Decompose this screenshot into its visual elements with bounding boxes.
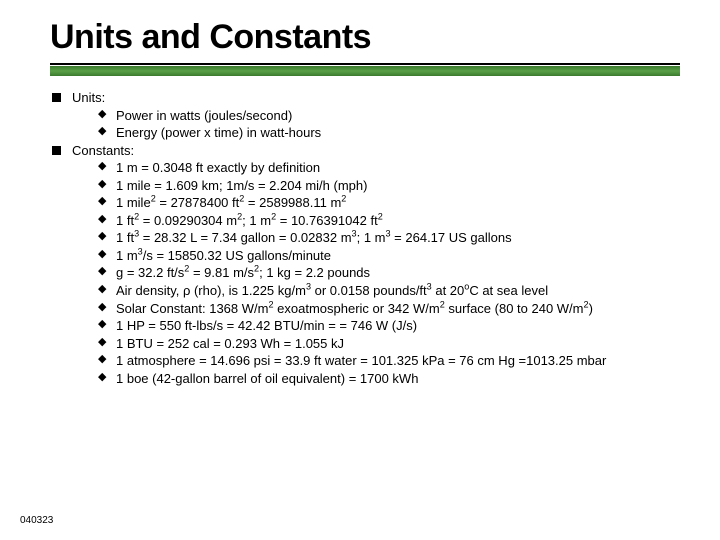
section-constants: Constants: 1 m = 0.3048 ft exactly by de…: [50, 142, 680, 388]
section-units-label: Units:: [72, 90, 105, 105]
constants-list: 1 m = 0.3048 ft exactly by definition 1 …: [72, 159, 680, 387]
list-item: g = 32.2 ft/s2 = 9.81 m/s2; 1 kg = 2.2 p…: [98, 264, 680, 282]
list-item: Solar Constant: 1368 W/m2 exoatmospheric…: [98, 300, 680, 318]
list-item: Energy (power x time) in watt-hours: [98, 124, 680, 142]
list-item: 1 HP = 550 ft-lbs/s = 42.42 BTU/min = = …: [98, 317, 680, 335]
slide-footer: 040323: [20, 515, 53, 526]
list-item: 1 m = 0.3048 ft exactly by definition: [98, 159, 680, 177]
list-item: 1 mile = 1.609 km; 1m/s = 2.204 mi/h (mp…: [98, 177, 680, 195]
list-item: 1 ft2 = 0.09290304 m2; 1 m2 = 10.7639104…: [98, 212, 680, 230]
slide-title: Units and Constants: [50, 18, 680, 57]
list-item: 1 BTU = 252 cal = 0.293 Wh = 1.055 kJ: [98, 335, 680, 353]
list-item: 1 ft3 = 28.32 L = 7.34 gallon = 0.02832 …: [98, 229, 680, 247]
section-units: Units: Power in watts (joules/second) En…: [50, 89, 680, 142]
list-item: 1 m3/s = 15850.32 US gallons/minute: [98, 247, 680, 265]
list-item: Air density, ρ (rho), is 1.225 kg/m3 or …: [98, 282, 680, 300]
list-item: 1 mile2 = 27878400 ft2 = 2589988.11 m2: [98, 194, 680, 212]
list-item: Power in watts (joules/second): [98, 107, 680, 125]
title-underline: [50, 63, 680, 77]
list-item: 1 atmosphere = 14.696 psi = 33.9 ft wate…: [98, 352, 680, 370]
list-item: 1 boe (42-gallon barrel of oil equivalen…: [98, 370, 680, 388]
section-constants-label: Constants:: [72, 143, 134, 158]
slide-body: Units: Power in watts (joules/second) En…: [50, 89, 680, 387]
units-list: Power in watts (joules/second) Energy (p…: [72, 107, 680, 142]
